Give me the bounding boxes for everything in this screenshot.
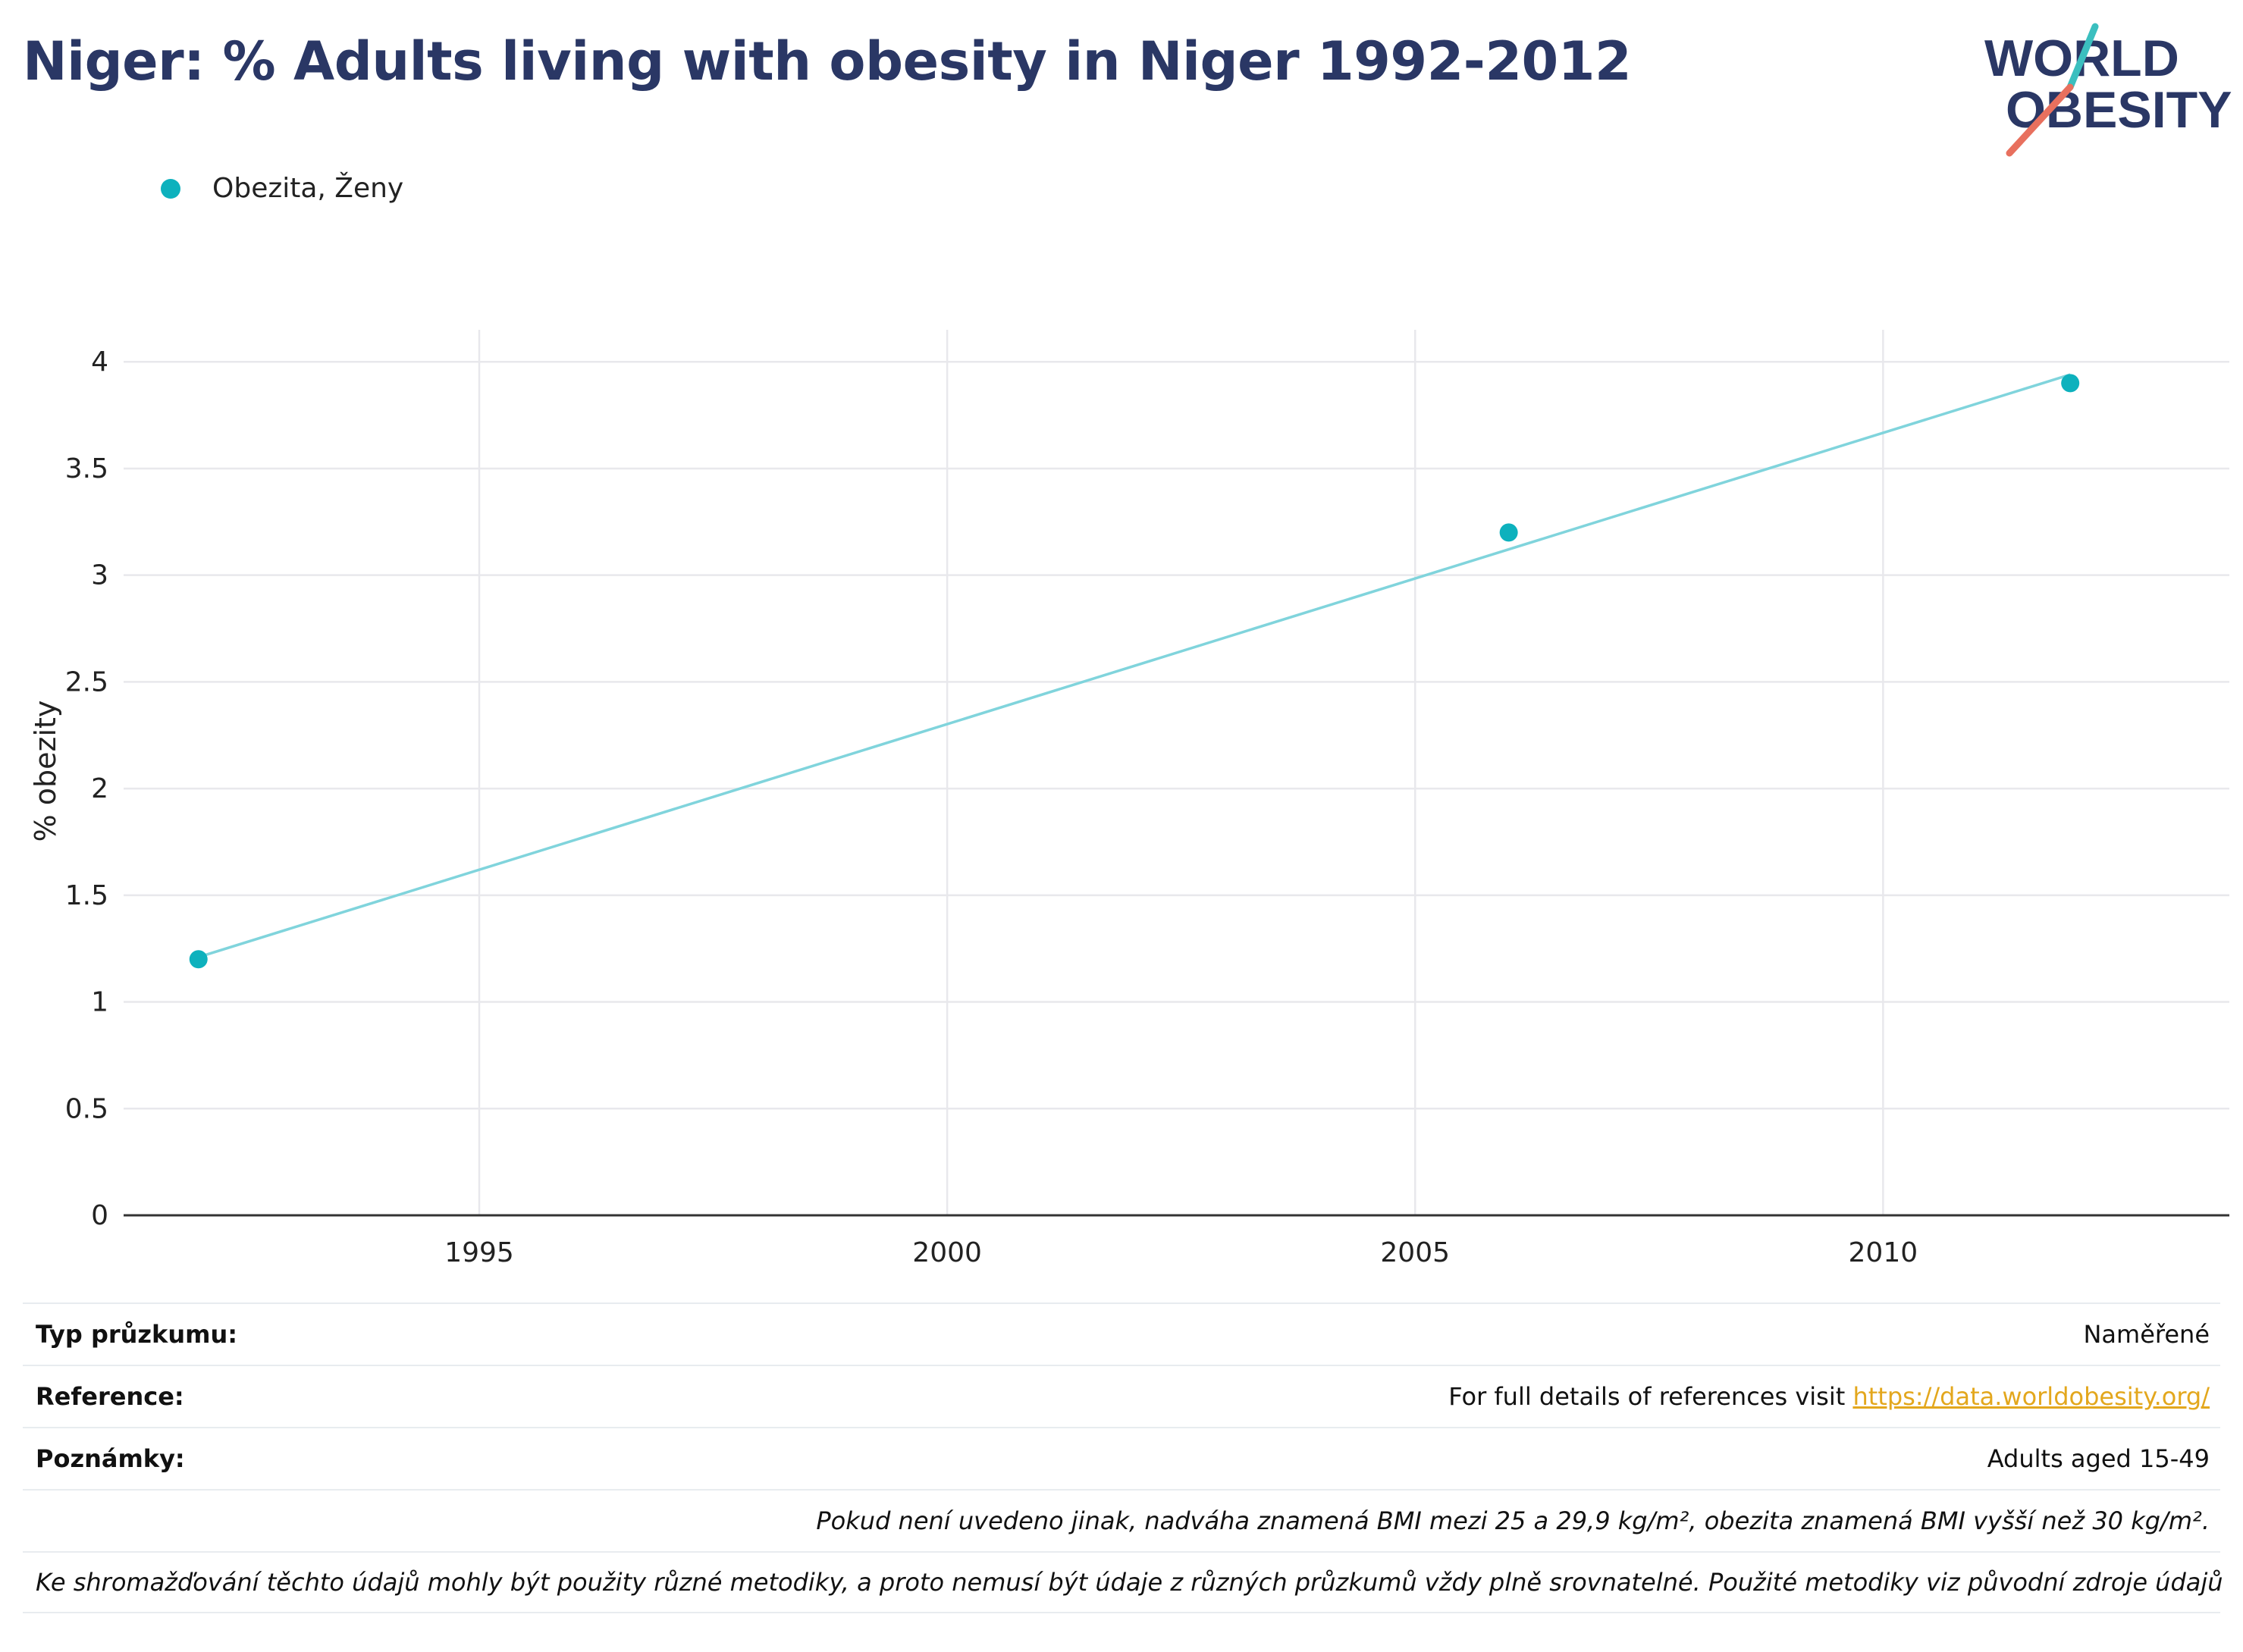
methodology-note: Ke shromažďování těchto údajů mohly být … bbox=[36, 1568, 2223, 1597]
y-tick-label: 0.5 bbox=[65, 1093, 108, 1124]
info-value-notes: Adults aged 15-49 bbox=[1987, 1444, 2210, 1473]
page-title: Niger: % Adults living with obesity in N… bbox=[23, 30, 1632, 92]
info-row-reference: Reference: For full details of reference… bbox=[23, 1365, 2220, 1427]
reference-prefix: For full details of references visit bbox=[1448, 1382, 1853, 1411]
info-value-reference: For full details of references visit htt… bbox=[1448, 1382, 2210, 1411]
y-tick-label: 1 bbox=[91, 987, 108, 1018]
y-gridlines bbox=[124, 360, 2229, 1110]
y-tick-label: 3 bbox=[91, 560, 108, 591]
x-tick-label: 2000 bbox=[912, 1237, 982, 1268]
logo-line-obesity: OBESITY bbox=[2006, 81, 2232, 139]
x-gridlines bbox=[478, 330, 1884, 1215]
info-label-survey-type: Typ průzkumu: bbox=[36, 1320, 238, 1349]
data-points bbox=[189, 374, 2080, 969]
data-point[interactable] bbox=[2061, 374, 2080, 393]
y-tick-label: 0 bbox=[91, 1200, 108, 1231]
info-row-notes: Poznámky: Adults aged 15-49 bbox=[23, 1427, 2220, 1489]
reference-link[interactable]: https://data.worldobesity.org/ bbox=[1852, 1382, 2210, 1411]
info-table: Typ průzkumu: Naměřené Reference: For fu… bbox=[23, 1302, 2223, 1613]
y-tick-label: 2 bbox=[91, 773, 108, 804]
legend-label: Obezita, Ženy bbox=[212, 173, 404, 204]
y-tick-labels: 0 0.5 1 1.5 2 2.5 3 3.5 4 bbox=[65, 346, 108, 1231]
y-tick-label: 4 bbox=[91, 346, 108, 378]
logo-slash-teal bbox=[2066, 23, 2099, 91]
x-tick-label: 2005 bbox=[1380, 1237, 1450, 1268]
info-label-notes: Poznámky: bbox=[36, 1444, 185, 1473]
y-tick-label: 3.5 bbox=[65, 453, 108, 484]
x-tick-label: 1995 bbox=[444, 1237, 514, 1268]
trendline-group bbox=[198, 373, 2071, 959]
x-tick-label: 2010 bbox=[1849, 1237, 1918, 1268]
trendline bbox=[198, 373, 2071, 959]
y-tick-label: 2.5 bbox=[65, 666, 108, 697]
world-obesity-logo: WORLD OBESITY bbox=[1984, 23, 2232, 157]
bmi-definition-note: Pokud není uvedeno jinak, nadváha znamen… bbox=[816, 1506, 2210, 1535]
info-label-reference: Reference: bbox=[36, 1382, 184, 1411]
info-row-survey-type: Typ průzkumu: Naměřené bbox=[23, 1302, 2220, 1365]
info-row-methodology-note: Ke shromažďování těchto údajů mohly být … bbox=[23, 1551, 2223, 1613]
chart-svg: 0 0.5 1 1.5 2 2.5 3 3.5 4 1995 2000 2005 2010 bbox=[65, 330, 2229, 1268]
logo-slash-coral bbox=[2006, 83, 2074, 157]
info-row-bmi-note: Pokud není uvedeno jinak, nadváha znamen… bbox=[23, 1489, 2220, 1551]
x-tick-labels: 1995 2000 2005 2010 bbox=[444, 1237, 1918, 1268]
y-tick-label: 1.5 bbox=[65, 880, 108, 911]
data-point[interactable] bbox=[1499, 523, 1518, 542]
chart-legend[interactable]: Obezita, Ženy bbox=[161, 173, 403, 204]
info-value-survey-type: Naměřené bbox=[2083, 1320, 2210, 1349]
legend-marker bbox=[161, 178, 180, 199]
data-point[interactable] bbox=[189, 950, 208, 969]
